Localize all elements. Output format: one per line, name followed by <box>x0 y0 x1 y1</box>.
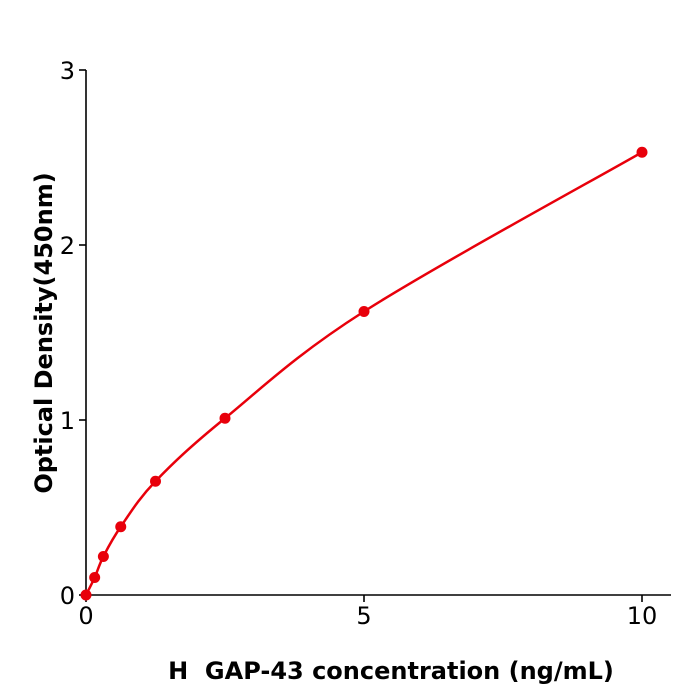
y-tick-label: 0 <box>60 582 75 610</box>
y-axis-label: Optical Density(450nm) <box>30 172 58 493</box>
data-point <box>150 475 161 487</box>
data-point <box>97 551 109 562</box>
fit-curve <box>84 151 643 596</box>
y-tick-label: 1 <box>60 407 75 435</box>
data-point <box>80 589 92 601</box>
x-tick-label: 5 <box>356 602 371 630</box>
data-point <box>219 412 231 424</box>
x-axis-label: H GAP-43 concentration (ng/mL) <box>168 657 614 685</box>
data-point <box>89 572 101 583</box>
data-point <box>115 521 127 533</box>
x-tick-label: 10 <box>627 602 658 630</box>
y-tick-label: 3 <box>60 57 75 85</box>
y-tick-label: 2 <box>60 232 75 260</box>
data-point <box>636 146 648 158</box>
data-point <box>358 306 370 317</box>
x-tick-label: 0 <box>78 602 93 630</box>
